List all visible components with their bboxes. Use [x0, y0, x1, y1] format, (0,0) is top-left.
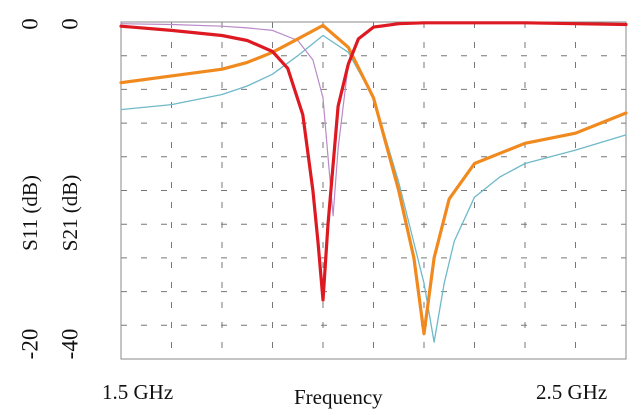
- s21-top-tick-label: 0: [57, 18, 82, 30]
- x-tick-label-end: 2.5 GHz: [536, 380, 608, 404]
- plot-frame: [120, 21, 627, 360]
- s11-axis-label: S11 (dB): [18, 175, 42, 251]
- x-tick-label-start: 1.5 GHz: [102, 380, 174, 404]
- s21-bottom-tick-label: -40: [57, 329, 82, 360]
- grid: [121, 22, 626, 359]
- s11-top-tick-label: 0: [17, 18, 42, 30]
- s21-trace-red: [119, 21, 628, 302]
- series-layer: [119, 21, 628, 343]
- s11-bottom-tick-label: -20: [17, 329, 42, 360]
- s11-trace-cyan: [120, 34, 627, 343]
- s21-axis-label: S21 (dB): [58, 175, 82, 251]
- s11-trace-orange: [119, 23, 628, 336]
- x-axis-label: Frequency: [294, 385, 383, 409]
